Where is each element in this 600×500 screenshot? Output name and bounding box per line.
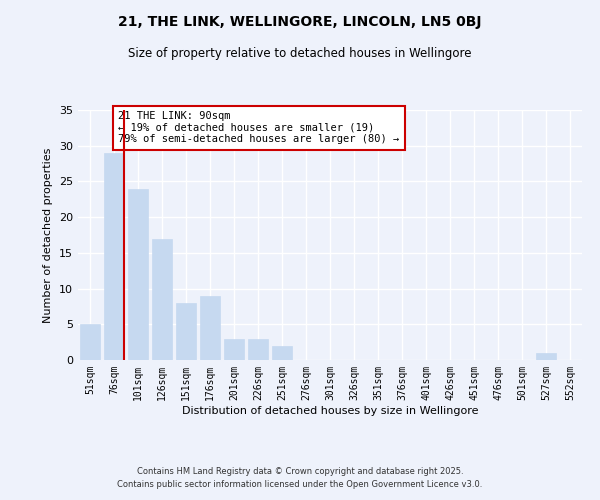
Bar xyxy=(248,338,268,360)
Bar xyxy=(128,188,148,360)
Text: Contains public sector information licensed under the Open Government Licence v3: Contains public sector information licen… xyxy=(118,480,482,489)
Bar xyxy=(104,153,124,360)
Text: Size of property relative to detached houses in Wellingore: Size of property relative to detached ho… xyxy=(128,48,472,60)
Text: Contains HM Land Registry data © Crown copyright and database right 2025.: Contains HM Land Registry data © Crown c… xyxy=(137,467,463,476)
Bar xyxy=(200,296,220,360)
Bar xyxy=(272,346,292,360)
Bar xyxy=(176,303,196,360)
Bar xyxy=(224,338,244,360)
Bar xyxy=(80,324,100,360)
Bar xyxy=(536,353,556,360)
Text: 21 THE LINK: 90sqm
← 19% of detached houses are smaller (19)
79% of semi-detache: 21 THE LINK: 90sqm ← 19% of detached hou… xyxy=(118,112,400,144)
X-axis label: Distribution of detached houses by size in Wellingore: Distribution of detached houses by size … xyxy=(182,406,478,415)
Text: 21, THE LINK, WELLINGORE, LINCOLN, LN5 0BJ: 21, THE LINK, WELLINGORE, LINCOLN, LN5 0… xyxy=(118,15,482,29)
Y-axis label: Number of detached properties: Number of detached properties xyxy=(43,148,53,322)
Bar xyxy=(152,238,172,360)
